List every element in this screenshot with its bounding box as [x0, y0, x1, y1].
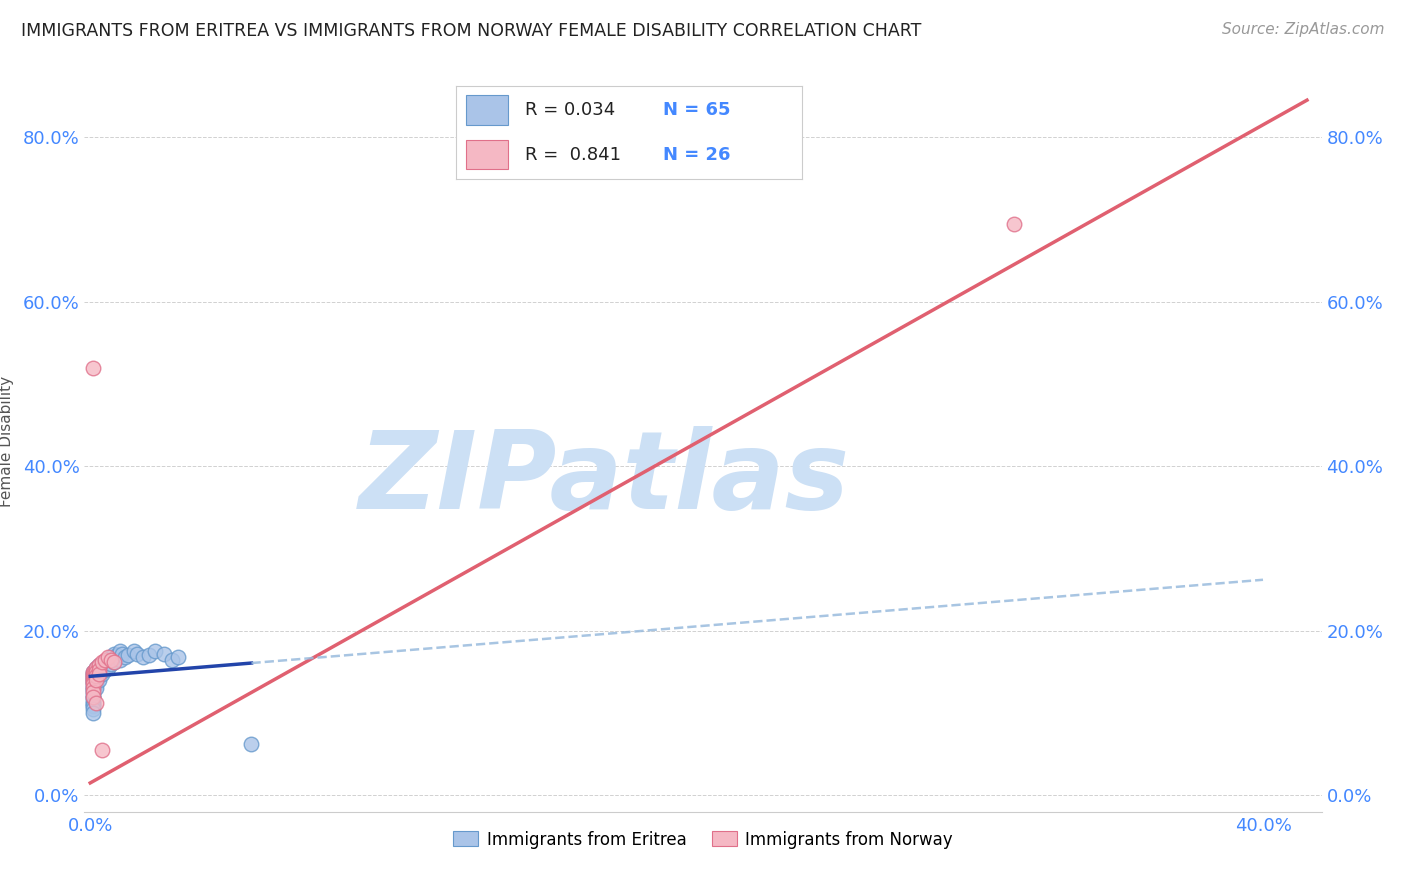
Point	[132, 650, 155, 665]
Point	[97, 661, 120, 675]
Point	[84, 665, 107, 679]
Point	[87, 658, 110, 673]
Point	[162, 652, 184, 666]
Point	[100, 657, 122, 671]
Point	[94, 658, 117, 673]
Point	[117, 648, 139, 663]
Point	[87, 673, 110, 687]
Point	[91, 655, 114, 669]
Point	[97, 652, 120, 666]
Point	[82, 690, 104, 704]
Point	[100, 652, 122, 666]
Point	[122, 644, 145, 658]
Point	[87, 669, 110, 683]
Point	[82, 673, 104, 687]
Point	[108, 644, 131, 658]
Point	[167, 650, 190, 665]
Point	[82, 673, 104, 687]
Point	[103, 647, 125, 661]
Point	[1002, 217, 1025, 231]
Point	[91, 663, 114, 677]
Point	[82, 690, 104, 704]
Point	[82, 669, 104, 683]
Point	[87, 658, 110, 673]
Point	[82, 680, 104, 694]
Point	[82, 671, 104, 685]
Point	[127, 647, 149, 661]
Point	[82, 665, 104, 679]
Point	[82, 698, 104, 712]
Point	[84, 665, 107, 679]
Text: ZIPatlas: ZIPatlas	[359, 425, 849, 532]
Point	[82, 681, 104, 696]
Point	[84, 669, 107, 683]
Point	[84, 669, 107, 683]
Point	[82, 702, 104, 716]
Point	[82, 696, 104, 710]
Point	[84, 673, 107, 687]
Point	[82, 674, 104, 689]
Point	[87, 663, 110, 677]
Point	[82, 672, 104, 686]
Point	[94, 652, 117, 666]
Point	[82, 669, 104, 683]
Point	[84, 673, 107, 687]
Point	[82, 691, 104, 706]
Point	[103, 655, 125, 669]
Point	[97, 650, 120, 665]
Point	[103, 655, 125, 669]
Point	[138, 648, 160, 663]
Y-axis label: Female Disability: Female Disability	[0, 376, 14, 508]
Point	[91, 666, 114, 681]
Point	[87, 661, 110, 675]
Point	[91, 661, 114, 675]
Point	[114, 650, 136, 665]
Legend: Immigrants from Eritrea, Immigrants from Norway: Immigrants from Eritrea, Immigrants from…	[447, 824, 959, 855]
Point	[82, 666, 104, 681]
Point	[82, 706, 104, 720]
Point	[94, 663, 117, 677]
Point	[84, 677, 107, 691]
Point	[84, 674, 107, 689]
Text: Source: ZipAtlas.com: Source: ZipAtlas.com	[1222, 22, 1385, 37]
Point	[82, 665, 104, 679]
Point	[84, 681, 107, 696]
Point	[240, 737, 263, 751]
Point	[82, 685, 104, 699]
Point	[87, 666, 110, 681]
Point	[82, 360, 104, 375]
Point	[91, 743, 114, 757]
Point	[105, 648, 128, 663]
Point	[94, 654, 117, 668]
Point	[84, 666, 107, 681]
Point	[84, 661, 107, 675]
Point	[82, 674, 104, 689]
Point	[87, 665, 110, 679]
Point	[100, 650, 122, 665]
Point	[82, 688, 104, 702]
Point	[82, 683, 104, 698]
Point	[84, 663, 107, 677]
Point	[87, 666, 110, 681]
Point	[143, 644, 166, 658]
Point	[108, 652, 131, 666]
Point	[82, 685, 104, 699]
Point	[82, 677, 104, 691]
Point	[87, 663, 110, 677]
Point	[84, 661, 107, 675]
Point	[91, 657, 114, 671]
Point	[82, 699, 104, 714]
Point	[82, 681, 104, 696]
Point	[82, 677, 104, 691]
Point	[111, 647, 134, 661]
Point	[84, 672, 107, 686]
Point	[82, 666, 104, 681]
Point	[82, 694, 104, 708]
Point	[152, 647, 174, 661]
Text: IMMIGRANTS FROM ERITREA VS IMMIGRANTS FROM NORWAY FEMALE DISABILITY CORRELATION : IMMIGRANTS FROM ERITREA VS IMMIGRANTS FR…	[21, 22, 921, 40]
Point	[84, 696, 107, 710]
